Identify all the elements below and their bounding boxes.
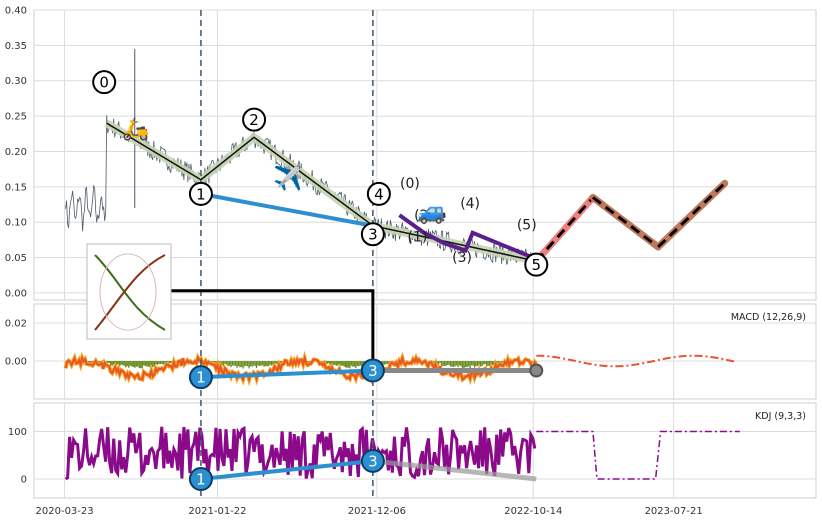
kdj-point-label-text: 1: [196, 471, 206, 489]
projection-dash: [592, 196, 660, 249]
wave-label-circle: [366, 181, 391, 206]
price-ytick-label: 0.00: [5, 288, 27, 299]
kdj-point-label-circle: [188, 467, 213, 491]
wave-label-circle: [242, 107, 267, 132]
macd-line: [64, 354, 538, 383]
wave-label-text: 4: [374, 185, 384, 203]
sub-wave-label: (4): [460, 196, 480, 212]
wave-label-text: 0: [99, 74, 109, 92]
overlay-layer: [86, 10, 375, 498]
price-trend-line: [200, 191, 374, 228]
macd-point-label: 3: [360, 358, 385, 383]
price-ytick-label: 0.15: [5, 182, 27, 193]
wave-label: 5: [524, 252, 549, 277]
xtick-label: 2021-12-06: [348, 506, 406, 517]
price-ytick-label: 0.10: [5, 218, 27, 229]
price-ytick-label: 0.30: [5, 76, 27, 87]
sub-wave-label: (3): [452, 250, 472, 266]
macd-point-label-text: 3: [368, 362, 378, 380]
wave-label: 3: [360, 222, 385, 247]
wave-line: [106, 122, 537, 262]
price-ytick-label: 0.20: [5, 147, 27, 158]
car-icon: 🚙: [417, 197, 447, 225]
macd-point-label-text: 1: [196, 369, 206, 387]
wave-label-circle: [360, 222, 385, 247]
xtick-label: 2023-07-21: [645, 506, 703, 517]
wave-label-circle: [524, 252, 549, 277]
connector-line: [165, 289, 375, 365]
macd-ytick-label: 0.02: [5, 319, 27, 330]
wave-label: 1: [188, 181, 213, 206]
macd-trend-line: [200, 368, 373, 380]
wave-label: 0: [92, 70, 117, 95]
inset-thumbnail: [86, 243, 172, 340]
kdj-line: [64, 425, 537, 481]
wave-label-text: 5: [532, 256, 542, 274]
xtick-label: 2022-10-14: [504, 506, 562, 517]
projection-segment: [654, 179, 729, 251]
projection-dash: [535, 196, 595, 263]
kdj-point-label-circle: [360, 448, 385, 473]
wave-label-text: 2: [249, 111, 259, 129]
kdj-ytick-label: 100: [8, 427, 27, 438]
scooter-icon: 🛵: [122, 116, 149, 142]
macd-end-marker: [529, 363, 544, 378]
kdj-ytick-label: 0: [21, 475, 27, 486]
xtick-label: 2020-03-23: [36, 506, 94, 517]
price-ytick-label: 0.35: [5, 41, 27, 52]
price-ytick-label: 0.05: [5, 253, 27, 264]
wave-label-text: 3: [368, 226, 378, 244]
price-ytick-label: 0.40: [5, 6, 27, 17]
sub-wave-label: (1): [408, 229, 428, 245]
macd-point-label-circle: [360, 358, 385, 383]
sub-wave-label: (2): [414, 208, 434, 224]
wave-label: 2: [242, 107, 267, 132]
inset-ellipse: [99, 253, 157, 331]
kdj-point-label: 1: [188, 467, 213, 491]
macd-point-label: 1: [188, 365, 213, 390]
sub-wave-line: [398, 213, 538, 261]
text-layer: 0.00 0.05 0.10 0.15 0.20 0.25 0.30 0.35 0.40 0.00…: [5, 6, 806, 518]
macd-panel-label: MACD (12,26,9): [731, 312, 806, 323]
macd-projection: [536, 354, 737, 368]
kdj-trend-line: [200, 458, 374, 481]
data-layer: [63, 48, 740, 482]
kdj-panel-label: KDJ (9,3,3): [755, 411, 806, 422]
sub-wave-label: (5): [517, 217, 537, 233]
wave-label-text: 1: [196, 185, 206, 203]
sub-wave-label: (0): [400, 176, 420, 192]
kdj-point-label: 3: [360, 448, 385, 473]
wave-label-circle: [188, 181, 213, 206]
airplane-icon: ✈️: [273, 163, 303, 192]
wave-label-circle: [92, 70, 117, 95]
kdj-point-label-text: 3: [368, 452, 378, 470]
inset-curve: [94, 254, 166, 331]
kdj-projection: [536, 430, 740, 480]
xtick-label: 2021-01-22: [188, 506, 246, 517]
macd-ytick-label: 0.00: [5, 357, 27, 368]
price-ytick-label: 0.25: [5, 112, 27, 123]
kdj-flat-line: [372, 458, 537, 482]
macd-point-label-circle: [188, 365, 213, 390]
inset-curve: [94, 254, 166, 331]
wave-label: 4: [366, 181, 391, 206]
